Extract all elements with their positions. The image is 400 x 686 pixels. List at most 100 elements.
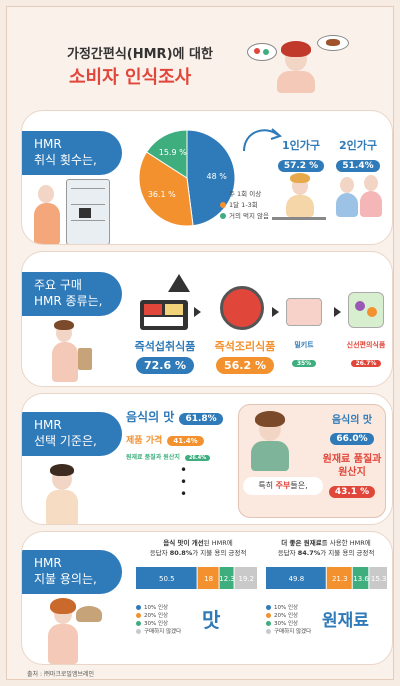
housewife-value: 43.1 % [328, 486, 376, 498]
pie-slice [145, 129, 188, 179]
type-fresh: 신선편의식품 26.7% [338, 340, 392, 369]
caption-emphasis: 84.7% [297, 549, 321, 557]
ingredient-stacked-bar: 49.8 21.3 13.6 15.3 [266, 567, 387, 589]
couple-body-icon [336, 193, 358, 217]
caption-emphasis: 80.8% [169, 549, 193, 557]
woman-body-icon [277, 71, 315, 93]
bar-segment [234, 567, 257, 589]
legend-label: 주 1회 이상 [229, 190, 262, 198]
salad-icon [348, 292, 384, 328]
legend-item: 거의 먹지 않음 [220, 211, 269, 222]
two-person-value: 51.4% [336, 160, 380, 172]
note-suffix: 들은, [290, 481, 308, 490]
tag-line-2: 지불 용의는, [34, 572, 97, 586]
criteria-label: 원재료 품질과 원산지 [126, 454, 180, 461]
frequency-pie-chart: 48 % 36.1 % 15.9 % [138, 129, 236, 227]
pie-legend: 주 1회 이상 1달 1-3회 거의 먹지 않음 [220, 189, 269, 222]
one-person-label: 1인가구 [281, 139, 320, 152]
solo-diner-body-icon [286, 195, 314, 217]
type-instant-cook: 즉석조리식품 56.2 % [200, 338, 290, 374]
tag-line-1: HMR [34, 418, 62, 432]
caption-line-2: 응답자 80.8%가 지불 용의 긍정적 [134, 548, 262, 558]
table-icon [272, 217, 326, 220]
criteria-price: 제품 가격 41.4% [126, 428, 204, 447]
source-note: 출처 : ㈜마크로밀엠브레인 [27, 671, 95, 678]
bar-segment-label: 13.6 [353, 575, 369, 583]
note-prefix: 특히 [258, 481, 274, 490]
section-tag: 주요 구매 HMR 종류는, [22, 272, 122, 316]
taste-big-label: 맛 [202, 608, 221, 632]
legend-item: 구매하지 않겠다 [266, 628, 311, 636]
tag-line-1: 주요 구매 [34, 278, 82, 292]
legend-label: 거의 먹지 않음 [229, 212, 270, 220]
two-person-household: 2인가구 51.4% [330, 137, 386, 172]
section-tag: HMR 선택 기준은, [22, 412, 122, 456]
pie-slice-label: 15.9 % [159, 148, 187, 157]
shopper-body-icon [52, 342, 78, 382]
two-person-label: 2인가구 [338, 139, 377, 152]
legend-label: 10% 인상 [144, 605, 169, 611]
section-consumption-frequency: HMR 취식 횟수는, 48 % 36.1 % 15.9 % 주 1회 이상 1달 … [21, 110, 393, 245]
legend-label: 1달 1-3회 [229, 201, 258, 209]
legend-swatch [220, 202, 226, 208]
tag-line-1: HMR [34, 137, 62, 151]
legend-swatch [220, 191, 226, 197]
type-label: 밀키트 [294, 341, 314, 349]
bar-segment-label: 50.5 [159, 575, 175, 583]
bar-segment [369, 567, 387, 589]
solo-diner-hair-icon [290, 173, 310, 183]
legend-item: 20% 인상 [266, 612, 311, 620]
legend-item: 30% 인상 [266, 620, 311, 628]
bar-segment [266, 567, 326, 589]
woman-hair-icon [281, 41, 311, 57]
legend-label: 30% 인상 [144, 621, 169, 627]
type-value: 72.6 % [136, 357, 194, 374]
rice-ball-icon [168, 274, 190, 292]
legend-label: 20% 인상 [274, 613, 299, 619]
couple-body-icon-2 [360, 191, 382, 217]
type-value: 26.7% [350, 360, 382, 367]
section-tag: HMR 취식 횟수는, [22, 131, 122, 175]
legend-item: 20% 인상 [136, 612, 181, 620]
tag-line-2: 취식 횟수는, [34, 153, 97, 167]
legend-swatch [266, 629, 271, 634]
legend-item: 주 1회 이상 [220, 189, 269, 200]
legend-label: 30% 인상 [274, 621, 299, 627]
legend-swatch [266, 621, 271, 626]
section-purchase-type: 주요 구매 HMR 종류는, 즉석섭취식품 72.6 % 즉석조리식품 [21, 251, 393, 387]
type-label: 신선편의식품 [346, 341, 386, 349]
legend-swatch [266, 605, 271, 610]
caption-text: 응답자 [149, 549, 170, 557]
type-mealkit: 밀키트 35% [278, 340, 330, 369]
caption-line-1: 더 좋은 원재료를 사용한 HMR에 [262, 538, 390, 548]
criteria-label: 제품 가격 [126, 436, 163, 446]
criteria-value: 41.4% [167, 436, 204, 446]
shopper-hair-icon [54, 320, 74, 330]
caption-text: 된 HMR에 [203, 539, 233, 547]
page-frame: 가정간편식(HMR)에 대한 소비자 인식조사 HMR 취식 횟수는, 48 %… [6, 6, 394, 680]
bar-segment-label: 15.3 [371, 575, 387, 583]
one-person-value: 57.2 % [277, 160, 325, 172]
type-value: 56.2 % [216, 357, 274, 374]
ingredient-legend: 10% 인상 20% 인상 30% 인상 구매하지 않겠다 [266, 604, 311, 636]
legend-label: 구매하지 않겠다 [274, 629, 312, 635]
noodle-bowl-icon [220, 286, 264, 330]
type-instant-eat: 즉석섭취식품 72.6 % [120, 338, 210, 374]
bar-segment [136, 567, 197, 589]
payer-body-icon [48, 624, 78, 664]
thinking-hair-icon [50, 464, 74, 476]
legend-item: 30% 인상 [136, 620, 181, 628]
arrow-icon [334, 307, 341, 317]
caption-text: 응답자 [277, 549, 298, 557]
person-face-icon [38, 185, 54, 203]
type-label: 즉석조리식품 [214, 340, 276, 353]
legend-label: 10% 인상 [274, 605, 299, 611]
arrow-icon [194, 307, 201, 317]
taste-legend: 10% 인상 20% 인상 30% 인상 구매하지 않겠다 [136, 604, 181, 636]
pie-slice-label: 36.1 % [148, 190, 176, 199]
caption-text: 를 사용한 HMR에 [321, 539, 371, 547]
arrow-icon [272, 307, 279, 317]
mealkit-icon [286, 298, 322, 326]
thinking-body-icon [46, 490, 78, 524]
tag-line-2: HMR 종류는, [34, 294, 103, 308]
